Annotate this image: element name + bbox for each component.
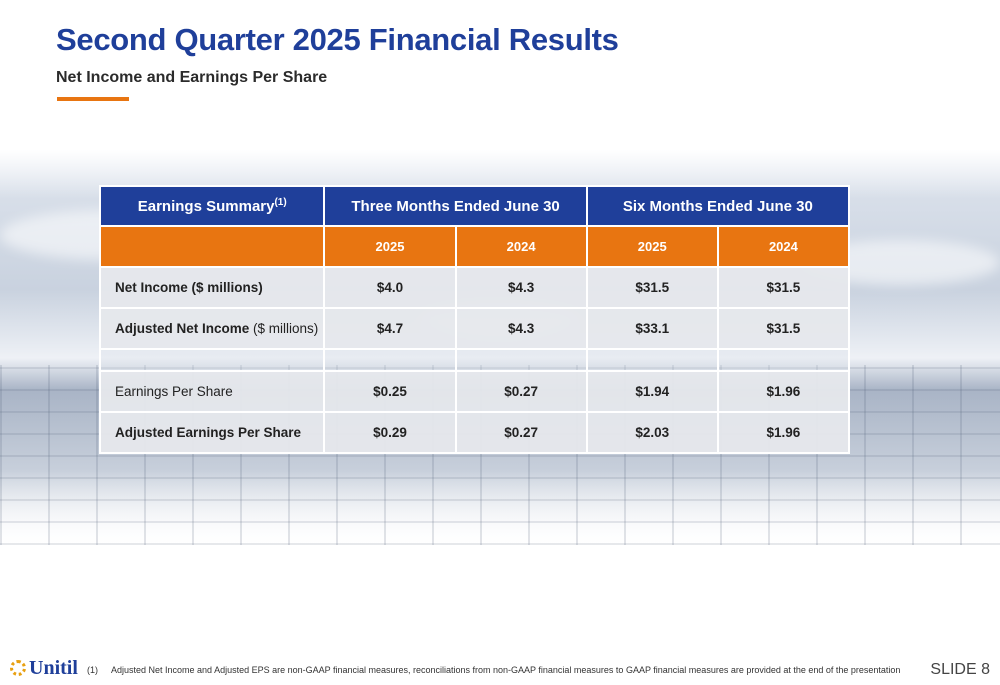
year-header: 2025 xyxy=(323,225,457,268)
table-row: Net Income ($ millions) $4.0 $4.3 $31.5 … xyxy=(98,266,851,309)
row-label: Net Income ($ millions) xyxy=(98,266,326,309)
table-cell: $0.27 xyxy=(454,370,588,413)
logo-wordmark: Unitil xyxy=(29,656,78,679)
three-months-header: Three Months Ended June 30 xyxy=(323,185,588,227)
table-cell: $31.5 xyxy=(716,266,851,309)
title-accent-bar xyxy=(57,97,129,101)
table-row: Adjusted Net Income ($ millions) $4.7 $4… xyxy=(98,307,851,350)
earnings-summary-header: Earnings Summary(1) xyxy=(98,185,326,227)
row-label: Earnings Per Share xyxy=(98,370,326,413)
table-cell: $1.96 xyxy=(716,411,851,454)
table-cell: $1.94 xyxy=(585,370,719,413)
footnote-text: Adjusted Net Income and Adjusted EPS are… xyxy=(111,665,901,675)
year-header: 2024 xyxy=(454,225,588,268)
spacer-row xyxy=(98,348,851,372)
table-cell: $4.0 xyxy=(323,266,457,309)
page-title: Second Quarter 2025 Financial Results xyxy=(56,22,619,57)
table-cell: $4.3 xyxy=(454,307,588,350)
page-subtitle: Net Income and Earnings Per Share xyxy=(56,69,328,86)
slide-number: SLIDE 8 xyxy=(930,661,990,678)
table-cell: $31.5 xyxy=(585,266,719,309)
year-header-blank xyxy=(98,225,326,268)
year-header-row: 2025 2024 2025 2024 xyxy=(98,225,851,268)
table-cell: $31.5 xyxy=(716,307,851,350)
row-label: Adjusted Earnings Per Share xyxy=(98,411,326,454)
table-row: Earnings Per Share $0.25 $0.27 $1.94 $1.… xyxy=(98,370,851,413)
table-cell: $1.96 xyxy=(716,370,851,413)
six-months-header: Six Months Ended June 30 xyxy=(585,185,851,227)
table-cell: $0.27 xyxy=(454,411,588,454)
year-header: 2025 xyxy=(585,225,719,268)
table-row: Adjusted Earnings Per Share $0.29 $0.27 … xyxy=(98,411,851,454)
table-cell: $0.25 xyxy=(323,370,457,413)
table-cell: $33.1 xyxy=(585,307,719,350)
table-cell: $0.29 xyxy=(323,411,457,454)
table-cell: $2.03 xyxy=(585,411,719,454)
table-cell: $4.7 xyxy=(323,307,457,350)
year-header: 2024 xyxy=(716,225,851,268)
footnote-marker: (1) xyxy=(274,197,287,208)
footnote-number: (1) xyxy=(87,665,98,675)
table-header-row: Earnings Summary(1) Three Months Ended J… xyxy=(98,185,851,227)
unitil-logo: Unitil xyxy=(10,657,78,679)
earnings-summary-table: Earnings Summary(1) Three Months Ended J… xyxy=(98,185,851,454)
sun-icon xyxy=(10,660,26,676)
table-cell: $4.3 xyxy=(454,266,588,309)
row-label: Adjusted Net Income ($ millions) xyxy=(98,307,326,350)
